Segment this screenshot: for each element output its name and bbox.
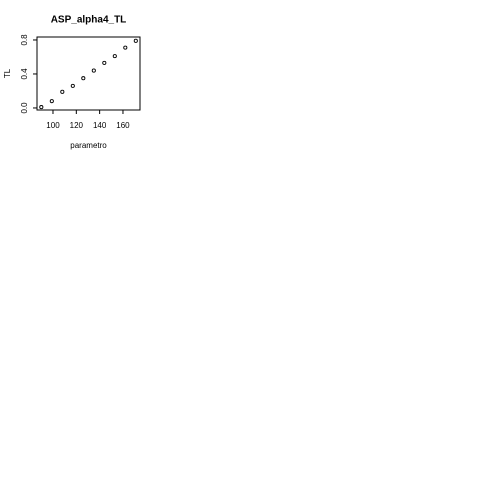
x-tick-label: 100 — [46, 121, 60, 130]
x-tick-label: 120 — [70, 121, 84, 130]
point — [70, 83, 75, 88]
point — [81, 76, 86, 81]
x-tick-label: 160 — [116, 121, 130, 130]
point — [102, 60, 107, 65]
point — [39, 105, 44, 110]
point — [133, 38, 138, 43]
y-axis-label: TL — [3, 68, 12, 78]
y-tick-label: 0.0 — [20, 102, 29, 114]
point — [123, 45, 128, 50]
point — [60, 89, 65, 94]
point — [49, 99, 54, 104]
point — [112, 54, 117, 59]
x-tick-label: 140 — [93, 121, 107, 130]
y-tick-label: 0.8 — [20, 34, 29, 46]
chart-title: ASP_alpha4_TL — [51, 15, 127, 26]
point — [91, 68, 96, 73]
x-axis-label: parametro — [70, 141, 107, 150]
y-tick-label: 0.4 — [20, 68, 29, 80]
